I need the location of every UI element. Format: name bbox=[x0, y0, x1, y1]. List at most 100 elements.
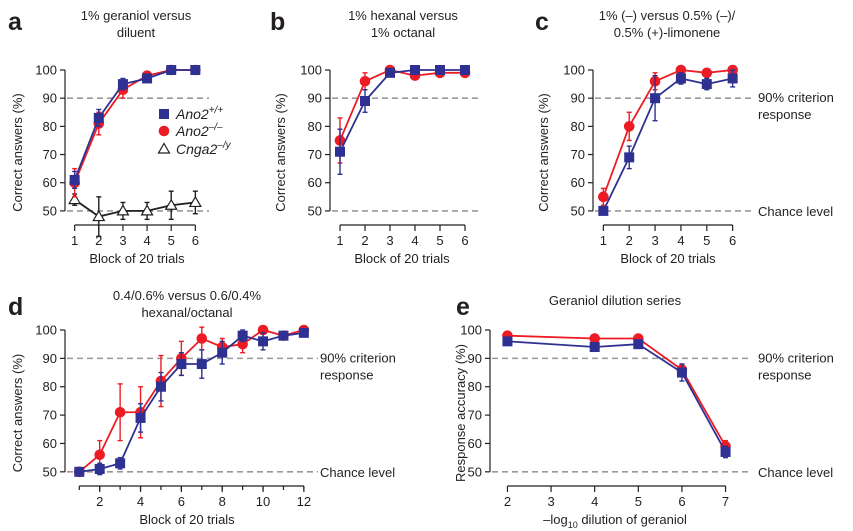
x-tick-label: 6 bbox=[461, 233, 468, 248]
legend-marker-wt bbox=[159, 109, 169, 119]
y-tick-label: 100 bbox=[35, 323, 57, 338]
x-tick-label: 6 bbox=[192, 233, 199, 248]
panel-label: b bbox=[270, 8, 285, 36]
x-tick-label: 4 bbox=[591, 494, 598, 509]
y-tick-label: 80 bbox=[43, 379, 57, 394]
x-tick-label: 5 bbox=[703, 233, 710, 248]
data-point-ko bbox=[114, 406, 126, 418]
x-tick-label: 12 bbox=[297, 494, 311, 509]
data-point-wt bbox=[196, 359, 207, 370]
data-point-cnga bbox=[116, 204, 130, 216]
panel-title: Geraniol dilution series bbox=[549, 293, 682, 308]
data-point-cnga bbox=[68, 192, 82, 205]
panel-title: 0.5% (+)-limonene bbox=[614, 25, 721, 40]
x-axis-label: Block of 20 trials bbox=[89, 251, 185, 266]
y-tick-label: 50 bbox=[43, 464, 57, 479]
panel-title: 1% (–) versus 0.5% (–)/ bbox=[599, 8, 736, 23]
data-point-ko bbox=[589, 333, 600, 344]
x-tick-label: 3 bbox=[651, 233, 658, 248]
data-point-wt bbox=[237, 330, 248, 341]
y-tick-label: 60 bbox=[571, 175, 585, 190]
y-axis-label: Correct answers (%) bbox=[10, 354, 25, 472]
legend-marker-cnga bbox=[157, 142, 171, 154]
x-tick-label: 2 bbox=[361, 233, 368, 248]
series-ko bbox=[598, 64, 738, 206]
y-tick-label: 90 bbox=[43, 351, 57, 366]
x-tick-label: 2 bbox=[626, 233, 633, 248]
x-tick-label: 3 bbox=[386, 233, 393, 248]
x-axis-label: Block of 20 trials bbox=[139, 512, 235, 527]
data-point-wt bbox=[115, 458, 126, 469]
x-axis-label: Block of 20 trials bbox=[620, 251, 716, 266]
y-tick-label: 50 bbox=[468, 464, 482, 479]
panel-e: e Geraniol dilution series 50 60 70 80 90 100 2 3… bbox=[453, 293, 834, 530]
data-point-ko bbox=[701, 67, 713, 79]
data-point-wt bbox=[74, 466, 85, 477]
series-ko bbox=[334, 64, 471, 164]
data-point-wt bbox=[720, 446, 731, 457]
panel-title: 1% geraniol versus bbox=[81, 8, 192, 23]
annotation-text: Chance level bbox=[758, 465, 833, 480]
data-point-cnga bbox=[92, 209, 106, 222]
panel-label: e bbox=[456, 293, 470, 321]
data-point-wt bbox=[502, 336, 513, 347]
annotation-text: 90% criterion bbox=[758, 350, 834, 365]
annotation-text: response bbox=[320, 367, 373, 382]
data-point-wt bbox=[598, 205, 609, 216]
x-tick-label: 6 bbox=[729, 233, 736, 248]
data-point-cnga bbox=[164, 198, 178, 210]
series-ko bbox=[73, 324, 310, 478]
y-axis-label: Correct answers (%) bbox=[273, 93, 288, 211]
x-tick-label: 5 bbox=[168, 233, 175, 248]
series-wt bbox=[74, 327, 309, 477]
x-tick-label: 2 bbox=[504, 494, 511, 509]
y-axis-label: Correct answers (%) bbox=[10, 93, 25, 211]
data-point-wt bbox=[701, 79, 712, 90]
panel-a: a 1% geraniol versus diluent 50 60 70 80 90 100 1… bbox=[8, 8, 232, 266]
panel-b: b 1% hexanal versus 1% octanal 50 60 70 80 90 10… bbox=[270, 8, 479, 266]
data-point-wt bbox=[69, 174, 80, 185]
y-tick-label: 90 bbox=[468, 351, 482, 366]
data-point-ko bbox=[257, 324, 269, 336]
data-point-wt bbox=[176, 359, 187, 370]
x-tick-label: 6 bbox=[178, 494, 185, 509]
annotation-text: response bbox=[758, 367, 811, 382]
y-tick-label: 60 bbox=[308, 175, 322, 190]
annotation-text: Chance level bbox=[758, 204, 833, 219]
x-tick-label: 6 bbox=[678, 494, 685, 509]
y-tick-label: 90 bbox=[43, 91, 57, 106]
x-axis-label: Block of 20 trials bbox=[354, 251, 450, 266]
y-tick-label: 50 bbox=[571, 203, 585, 218]
panel-title: 1% hexanal versus bbox=[348, 8, 458, 23]
y-tick-label: 70 bbox=[468, 408, 482, 423]
data-point-wt bbox=[360, 96, 370, 106]
data-point-wt bbox=[460, 65, 470, 75]
data-point-wt bbox=[135, 412, 146, 423]
data-point-cnga bbox=[188, 195, 202, 208]
series-ko bbox=[502, 330, 731, 453]
data-point-wt bbox=[335, 146, 345, 157]
data-point-wt bbox=[385, 67, 395, 78]
y-axis-label: Response accuracy (%) bbox=[453, 344, 468, 482]
legend: Ano2+/+Ano2–/–Cnga2–/y bbox=[157, 105, 232, 157]
y-tick-label: 50 bbox=[43, 203, 57, 218]
data-point-wt bbox=[142, 73, 153, 84]
panel-d: d 0.4/0.6% versus 0.6/0.4% hexanal/octanal… bbox=[8, 288, 396, 527]
data-point-wt bbox=[155, 381, 166, 392]
y-axis-label: Correct answers (%) bbox=[536, 93, 551, 211]
data-point-wt bbox=[727, 73, 738, 84]
y-tick-label: 80 bbox=[571, 119, 585, 134]
y-tick-label: 60 bbox=[43, 175, 57, 190]
legend-marker-ko bbox=[158, 125, 170, 137]
data-point-ko bbox=[359, 75, 371, 87]
series-cnga bbox=[68, 190, 202, 237]
x-tick-label: 5 bbox=[635, 494, 642, 509]
y-tick-label: 100 bbox=[300, 63, 322, 78]
series-wt bbox=[69, 65, 201, 190]
y-tick-label: 60 bbox=[468, 436, 482, 451]
x-tick-label: 3 bbox=[547, 494, 554, 509]
y-tick-label: 80 bbox=[468, 379, 482, 394]
x-tick-label: 10 bbox=[256, 494, 270, 509]
x-tick-label: 1 bbox=[600, 233, 607, 248]
y-tick-label: 60 bbox=[43, 436, 57, 451]
